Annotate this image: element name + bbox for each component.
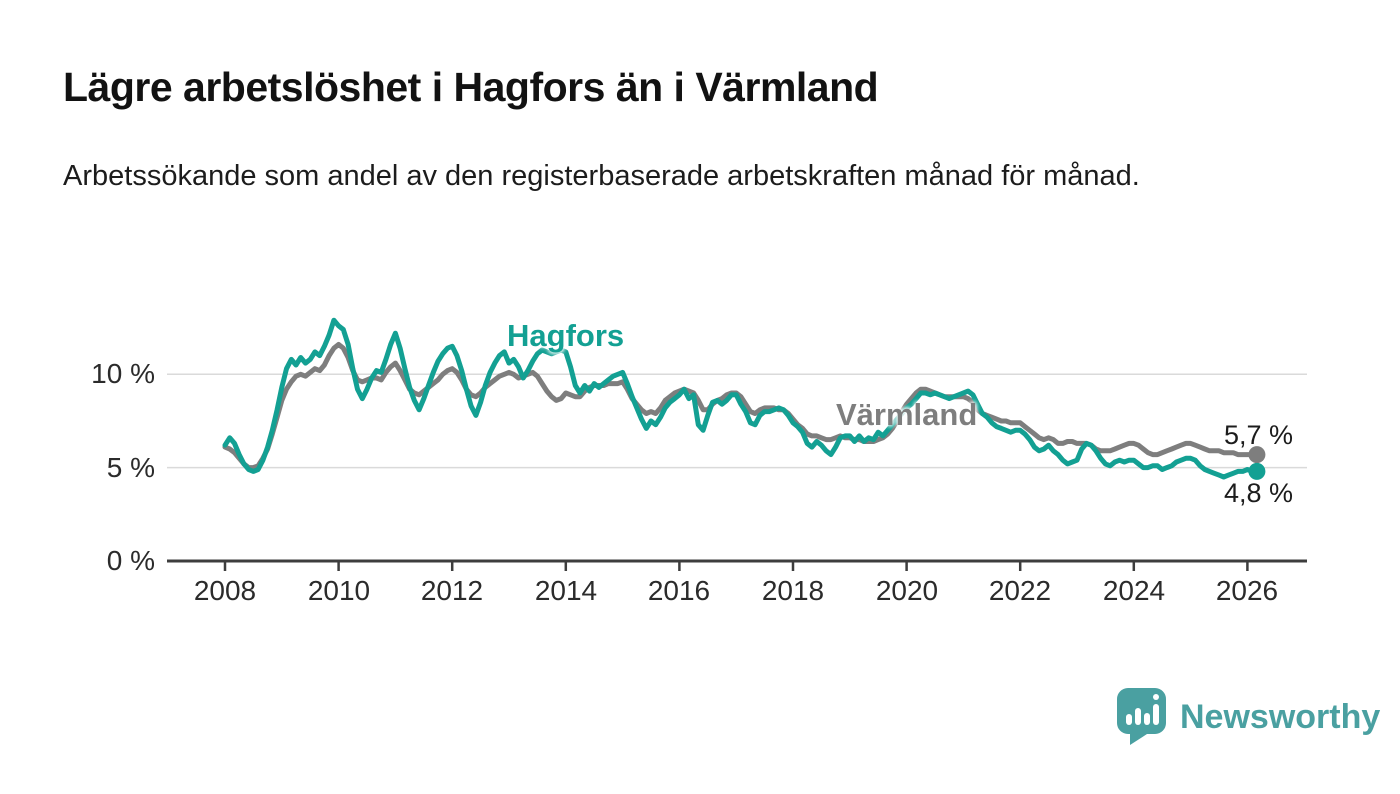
x-axis-label-2016: 2016 xyxy=(647,575,711,606)
newsworthy-logo-text: Newsworthy xyxy=(1180,698,1381,736)
x-axis-label-2012: 2012 xyxy=(420,575,484,606)
series-label-hagfors: Hagfors xyxy=(507,318,625,353)
end-value-hagfors: 4,8 % xyxy=(1224,478,1294,508)
x-axis-label-2026: 2026 xyxy=(1215,575,1279,606)
newsworthy-logo-mark-icon xyxy=(1117,688,1166,745)
x-axis-label-2020: 2020 xyxy=(875,575,939,606)
page-title: Lägre arbetslöshet i Hagfors än i Värmla… xyxy=(63,64,879,110)
series-label-varmland: Värmland xyxy=(836,397,978,432)
y-axis-label-10: 10 % xyxy=(91,358,155,389)
y-axis-label-0: 0 % xyxy=(106,545,155,576)
x-axis-label-2018: 2018 xyxy=(761,575,825,606)
x-axis-label-2024: 2024 xyxy=(1102,575,1166,606)
end-value-varmland: 5,7 % xyxy=(1224,420,1294,450)
y-axis-label-5: 5 % xyxy=(106,452,155,483)
x-axis-label-2010: 2010 xyxy=(307,575,371,606)
x-axis-label-2008: 2008 xyxy=(193,575,257,606)
x-axis-label-2022: 2022 xyxy=(988,575,1052,606)
chart-subtitle: Arbetssökande som andel av den registerb… xyxy=(63,160,1140,192)
newsworthy-logo: Newsworthy xyxy=(1117,688,1380,746)
x-axis-label-2014: 2014 xyxy=(534,575,598,606)
